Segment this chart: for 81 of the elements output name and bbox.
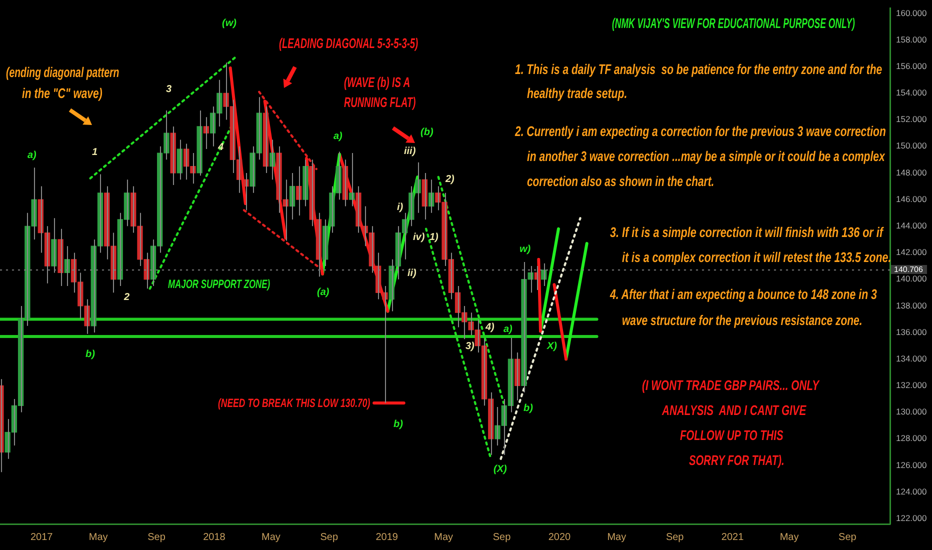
annotation: (I WONT TRADE GBP PAIRS... ONLY: [642, 377, 819, 393]
annotation: (LEADING DIAGONAL 5-3-5-3-5): [278, 35, 418, 51]
y-tick-label: 134.000: [896, 353, 927, 364]
y-tick-label: 158.000: [896, 34, 927, 44]
y-tick-label: 130.000: [896, 406, 927, 417]
x-tick-label: Sep: [148, 532, 166, 543]
annotation: (NEED TO BREAK THIS LOW 130.70): [218, 396, 370, 410]
annotation: (b): [420, 127, 434, 138]
y-tick-label: 152.000: [896, 114, 927, 124]
annotation: 2): [446, 174, 454, 185]
annotation: in the "C" wave): [22, 85, 102, 101]
x-tick-label: May: [780, 532, 799, 543]
annotation: X): [547, 341, 557, 352]
annotation: MAJOR SUPPORT ZONE): [168, 277, 270, 291]
annotation: (a): [317, 287, 330, 298]
x-tick-label: 2018: [203, 532, 226, 543]
y-tick-label: 142.000: [896, 247, 927, 258]
annotation: ii): [408, 268, 416, 279]
annotation: SORRY FOR THAT).: [688, 452, 784, 468]
x-tick-label: 2017: [30, 532, 54, 543]
annotation: in another 3 wave correction ...may be a simple or it could be a complex: [527, 148, 885, 164]
y-tick-label: 136.000: [896, 326, 927, 337]
annotation: correction also as shown in the chart.: [527, 173, 714, 189]
x-tick-label: 2021: [721, 532, 744, 543]
y-tick-label: 132.000: [896, 380, 927, 390]
annotation: iv): [413, 232, 425, 243]
y-tick-label: 148.000: [896, 167, 927, 178]
x-tick-label: May: [262, 532, 280, 543]
annotation: 3. If it is a simple correction it will finish with 136 or if: [610, 224, 883, 240]
x-tick-label: Sep: [320, 532, 338, 543]
y-tick-label: 146.000: [896, 194, 927, 204]
y-tick-label: 138.000: [896, 300, 927, 310]
annotation: 1. This is a daily TF analysis so be patience for the entry zone and for the: [515, 61, 882, 77]
annotation: 2. Currently i am expecting a correction for the previous 3 wave correction: [515, 123, 886, 139]
y-tick-label: 128.000: [896, 433, 927, 444]
x-tick-label: 2019: [376, 532, 398, 543]
annotation: 4): [486, 322, 494, 333]
x-tick-label: May: [434, 532, 454, 543]
annotation: iii): [404, 146, 416, 157]
annotation: 1): [430, 232, 438, 243]
annotation: wave structure for the previous resistance zone.: [622, 312, 862, 328]
x-tick-label: 2020: [548, 532, 571, 543]
annotation: a): [28, 150, 36, 161]
x-tick-label: Sep: [492, 532, 512, 543]
y-tick-label: 126.000: [896, 460, 927, 470]
annotation: a): [504, 324, 512, 335]
x-tick-label: May: [88, 532, 108, 543]
ref-line-label: 140.706: [894, 265, 924, 274]
x-tick-label: May: [607, 532, 626, 543]
annotation: b): [394, 419, 403, 430]
annotation: 1: [92, 147, 98, 158]
annotation: RUNNING FLAT): [344, 94, 416, 110]
annotation: 3: [166, 84, 172, 95]
annotation: (X): [494, 464, 507, 475]
y-tick-label: 156.000: [896, 60, 927, 71]
y-tick-label: 124.000: [896, 486, 927, 496]
annotation: b): [86, 349, 95, 360]
y-tick-label: 144.000: [896, 220, 927, 231]
annotation: 2: [124, 292, 130, 303]
annotation: 4: [218, 142, 224, 153]
annotation: w): [520, 244, 531, 255]
x-tick-label: Sep: [666, 532, 684, 543]
annotation: it is a complex correction it will retest the 133.5 zone.: [622, 249, 892, 265]
x-tick-label: Sep: [838, 532, 857, 543]
annotation: (WAVE (b) IS A: [344, 74, 410, 90]
y-tick-label: 140.000: [896, 274, 927, 284]
annotation: 3): [466, 341, 474, 352]
annotation: i): [397, 202, 404, 213]
y-tick-label: 122.000: [896, 513, 927, 524]
y-tick-label: 160.000: [896, 8, 927, 18]
annotation: (ending diagonal pattern: [6, 64, 119, 80]
annotation: (NMK VIJAY'S VIEW FOR EDUCATIONAL PURPOSE ONLY): [612, 15, 854, 31]
annotation: a): [334, 131, 342, 142]
annotation: FOLLOW UP TO THIS: [680, 427, 783, 443]
annotation: ANALYSIS AND I CANT GIVE: [662, 402, 806, 418]
annotation: (w): [222, 18, 236, 29]
annotation: b): [524, 403, 533, 414]
annotation: healthy trade setup.: [527, 85, 628, 101]
y-tick-label: 150.000: [896, 140, 927, 151]
annotation: 4. After that i am expecting a bounce to 148 zone in 3: [610, 286, 877, 302]
y-tick-label: 154.000: [896, 88, 927, 98]
